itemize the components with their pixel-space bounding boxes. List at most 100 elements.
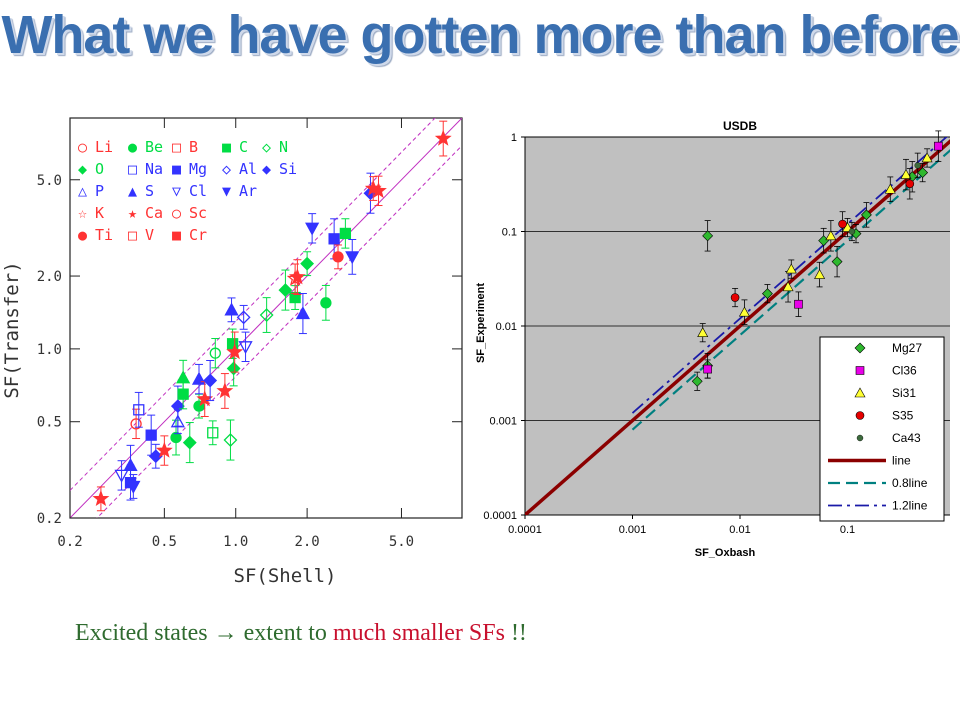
right-legend-label: 0.8line bbox=[892, 476, 928, 490]
legend-label: P bbox=[95, 182, 104, 200]
legend-label: K bbox=[95, 204, 104, 222]
legend-label: Be bbox=[145, 138, 163, 156]
right-legend-entry: S35 bbox=[855, 409, 914, 423]
legend-symbol-icon: ◇ bbox=[222, 160, 231, 178]
legend-symbol-icon: ■ bbox=[222, 138, 231, 156]
left-x-tick-label: 1.0 bbox=[223, 534, 248, 550]
right-legend-label: Si31 bbox=[892, 386, 916, 400]
left-x-tick-label: 0.5 bbox=[152, 534, 177, 550]
legend-label: S bbox=[145, 182, 154, 200]
right-data-point-S35 bbox=[838, 211, 847, 237]
left-data-point bbox=[176, 359, 191, 396]
right-data-point-Mg27 bbox=[917, 163, 929, 183]
left-data-point bbox=[114, 460, 129, 491]
left-data-point bbox=[182, 422, 197, 464]
right-data-point-Cl36 bbox=[794, 291, 803, 317]
slide-title: What we have gotten more than before bbox=[1, 5, 959, 65]
right-data-point-S35 bbox=[730, 287, 740, 308]
left-data-point bbox=[223, 419, 238, 461]
legend-label: Ti bbox=[95, 226, 113, 244]
right-data-point-Si31 bbox=[884, 176, 896, 202]
legend-label: Na bbox=[145, 160, 163, 178]
right-x-tick-label: 0.001 bbox=[619, 524, 647, 536]
left-data-point bbox=[170, 409, 185, 435]
legend-label: V bbox=[145, 226, 154, 244]
right-data-point-Mg27 bbox=[762, 284, 773, 304]
right-data-point-Cl36 bbox=[934, 130, 943, 162]
right-legend-label: line bbox=[892, 454, 911, 468]
right-legend-label: Mg27 bbox=[892, 341, 922, 355]
left-y-tick-label: 0.5 bbox=[37, 415, 62, 431]
legend-label: C bbox=[239, 138, 248, 156]
right-x-axis-label: SF_Oxbash bbox=[695, 547, 756, 559]
right-y-tick-label: 0.1 bbox=[502, 227, 517, 239]
right-y-tick-label: 0.01 bbox=[496, 321, 517, 333]
legend-label: Al bbox=[239, 160, 257, 178]
left-data-point bbox=[155, 435, 173, 466]
left-data-point bbox=[226, 350, 241, 387]
left-data-point bbox=[236, 304, 251, 330]
left-data-point bbox=[148, 443, 163, 469]
legend-symbol-icon: ▽ bbox=[172, 182, 181, 200]
legend-symbol-icon: ★ bbox=[128, 204, 137, 222]
legend-label: Sc bbox=[189, 204, 207, 222]
left-unity-line bbox=[70, 118, 462, 518]
caption-red: much smaller SFs bbox=[332, 620, 505, 646]
legend-symbol-icon: ■ bbox=[172, 226, 181, 244]
right-data-point-Si31 bbox=[785, 259, 797, 279]
legend-symbol-icon: ☆ bbox=[78, 204, 87, 222]
legend-symbol-icon: □ bbox=[128, 160, 137, 178]
legend-symbol-icon: □ bbox=[172, 138, 181, 156]
right-x-tick-label: 0.1 bbox=[840, 524, 855, 536]
right-data-point-Mg27 bbox=[861, 202, 872, 228]
right-legend-entry: line bbox=[828, 454, 911, 468]
left-x-tick-label: 2.0 bbox=[294, 534, 319, 550]
right-legend-entry: 0.8line bbox=[828, 476, 928, 490]
left-data-point bbox=[209, 337, 221, 369]
left-data-point bbox=[288, 259, 306, 295]
right-ref-line-1.2line bbox=[631, 137, 948, 414]
right-legend-label: Cl36 bbox=[892, 364, 917, 378]
legend-symbol-icon: ○ bbox=[172, 204, 181, 222]
right-y-tick-label: 1 bbox=[511, 132, 517, 144]
legend-label: Cl bbox=[189, 182, 207, 200]
left-data-point bbox=[305, 213, 320, 244]
left-data-point bbox=[295, 292, 311, 335]
legend-symbol-icon: △ bbox=[78, 182, 87, 200]
left-x-axis-label: SF(Shell) bbox=[234, 565, 337, 587]
right-y-axis-label: SF_Experiment bbox=[475, 283, 487, 363]
left-data-point bbox=[339, 218, 352, 249]
left-x-tick-label: 0.2 bbox=[57, 534, 82, 550]
right-data-point-Ca43 bbox=[914, 152, 921, 179]
right-legend-box bbox=[819, 336, 945, 522]
right-data-point-Si31 bbox=[782, 271, 794, 303]
left-data-point bbox=[126, 474, 141, 499]
legend-symbol-icon: ◇ bbox=[262, 138, 271, 156]
left-data-point bbox=[224, 297, 239, 323]
legend-label: Ca bbox=[145, 204, 163, 222]
left-data-point bbox=[226, 331, 244, 373]
legend-symbol-icon: ■ bbox=[172, 160, 181, 178]
legend-label: N bbox=[279, 138, 288, 156]
legend-symbol-icon: □ bbox=[128, 226, 137, 244]
right-legend-label: Ca43 bbox=[892, 431, 921, 445]
legend-symbol-icon: ● bbox=[128, 138, 137, 156]
right-data-point-Mg27 bbox=[691, 371, 703, 391]
caption-end: !! bbox=[504, 620, 527, 646]
right-data-point-Mg27 bbox=[831, 245, 843, 278]
right-data-point-Si31 bbox=[921, 148, 933, 168]
legend-symbol-icon: ▼ bbox=[222, 182, 231, 200]
left-data-point bbox=[238, 331, 253, 362]
left-y-tick-label: 2.0 bbox=[37, 269, 62, 285]
legend-symbol-icon: ● bbox=[78, 226, 87, 244]
right-legend-entry: Ca43 bbox=[856, 431, 921, 445]
left-data-point bbox=[278, 269, 293, 311]
left-data-point bbox=[170, 419, 182, 456]
right-data-point-Si31 bbox=[814, 261, 826, 288]
legend-label: Si bbox=[279, 160, 297, 178]
slide-caption: Excited states → extent to much smaller … bbox=[75, 620, 527, 647]
right-y-tick-label: 0.001 bbox=[489, 416, 517, 428]
left-data-point bbox=[332, 244, 344, 270]
left-data-point bbox=[434, 120, 452, 157]
